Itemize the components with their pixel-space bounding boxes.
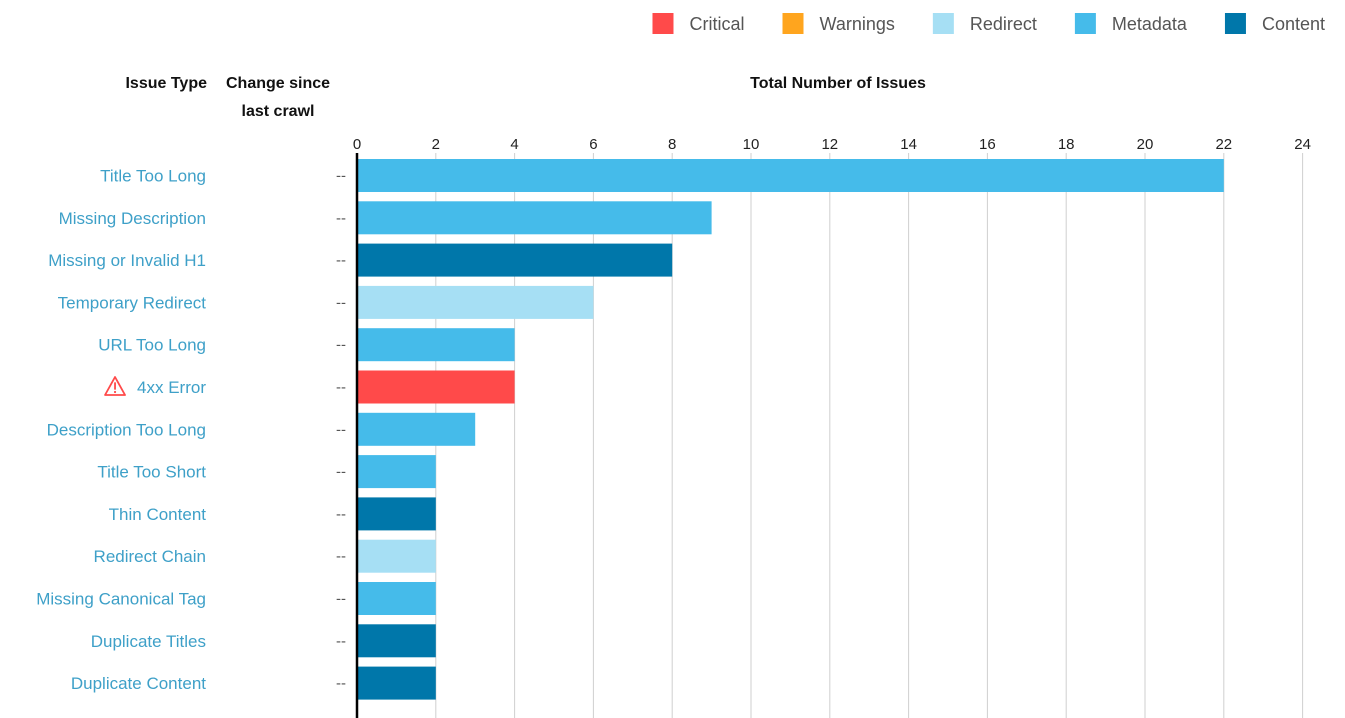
change-value: -- — [336, 421, 346, 438]
issue-label-missing-canonical-tag[interactable]: Missing Canonical Tag — [36, 590, 206, 609]
issue-label-4xx-error[interactable]: 4xx Error — [137, 378, 206, 397]
bar-redirect-chain[interactable] — [357, 539, 436, 573]
legend: Critical Warnings Redirect Metadata Content — [652, 13, 1325, 34]
bar-description-too-long[interactable] — [357, 412, 476, 446]
legend-swatch-metadata[interactable] — [1074, 13, 1096, 34]
x-tick-label: 16 — [979, 136, 996, 153]
change-value: -- — [336, 252, 346, 269]
change-value: -- — [336, 294, 346, 311]
bar-missing-canonical-tag[interactable] — [357, 582, 436, 615]
bar-title-too-short[interactable] — [357, 455, 436, 489]
change-value: -- — [336, 506, 346, 523]
warning-icon — [104, 376, 126, 396]
legend-swatch-content[interactable] — [1224, 13, 1246, 34]
bar-thin-content[interactable] — [357, 497, 436, 531]
issue-label-missing-description[interactable]: Missing Description — [59, 209, 206, 228]
bar-duplicate-titles[interactable] — [357, 624, 436, 658]
change-value: -- — [336, 337, 346, 354]
bar-missing-or-invalid-h1[interactable] — [357, 243, 673, 277]
bar-temporary-redirect[interactable] — [357, 285, 594, 319]
legend-label-metadata[interactable]: Metadata — [1112, 14, 1188, 34]
legend-label-redirect[interactable]: Redirect — [970, 14, 1037, 34]
issue-label-description-too-long[interactable]: Description Too Long — [47, 420, 206, 439]
x-tick-label: 8 — [668, 136, 676, 153]
issue-label-redirect-chain[interactable]: Redirect Chain — [94, 547, 206, 566]
legend-label-critical[interactable]: Critical — [689, 14, 744, 34]
x-tick-label: 14 — [900, 136, 917, 153]
bar-title-too-long[interactable] — [357, 159, 1224, 192]
change-values: -- -- -- -- -- -- -- -- -- -- -- -- -- — [336, 168, 346, 693]
bars — [357, 159, 1224, 700]
legend-label-warnings[interactable]: Warnings — [820, 14, 895, 34]
change-value: -- — [336, 675, 346, 692]
gridlines — [435, 153, 1304, 718]
x-axis-ticks: 0 2 4 6 8 10 12 14 16 18 20 22 24 — [353, 136, 1311, 153]
bar-url-too-long[interactable] — [357, 328, 515, 362]
x-tick-label: 20 — [1137, 136, 1154, 153]
x-tick-label: 0 — [353, 136, 361, 153]
issue-label-missing-or-invalid-h1[interactable]: Missing or Invalid H1 — [48, 251, 206, 270]
issue-label-duplicate-content[interactable]: Duplicate Content — [71, 674, 206, 693]
x-tick-label: 10 — [743, 136, 760, 153]
issue-label-temporary-redirect[interactable]: Temporary Redirect — [58, 293, 207, 312]
change-value: -- — [336, 633, 346, 650]
issue-label-url-too-long[interactable]: URL Too Long — [98, 336, 206, 355]
change-value: -- — [336, 168, 346, 185]
issue-label-duplicate-titles[interactable]: Duplicate Titles — [91, 632, 206, 651]
x-tick-label: 2 — [432, 136, 440, 153]
legend-label-content[interactable]: Content — [1262, 14, 1325, 34]
issue-label-thin-content[interactable]: Thin Content — [109, 505, 207, 524]
x-tick-label: 6 — [589, 136, 597, 153]
change-header-line1: Change since — [226, 75, 330, 92]
change-value: -- — [336, 379, 346, 396]
legend-swatch-redirect[interactable] — [932, 13, 954, 34]
change-header-line2: last crawl — [242, 103, 315, 120]
issue-type-header: Issue Type — [125, 75, 207, 92]
legend-swatch-warnings[interactable] — [782, 13, 804, 34]
change-value: -- — [336, 464, 346, 481]
x-tick-label: 24 — [1294, 136, 1311, 153]
issue-label-title-too-long[interactable]: Title Too Long — [100, 167, 206, 186]
x-tick-label: 4 — [510, 136, 518, 153]
x-tick-label: 22 — [1215, 136, 1232, 153]
bar-4xx-error[interactable] — [357, 370, 515, 404]
bar-missing-description[interactable] — [357, 201, 712, 235]
bar-duplicate-content[interactable] — [357, 666, 436, 700]
change-value: -- — [336, 591, 346, 608]
change-value: -- — [336, 548, 346, 565]
total-issues-header: Total Number of Issues — [750, 75, 926, 92]
x-tick-label: 12 — [821, 136, 838, 153]
legend-swatch-critical[interactable] — [652, 13, 674, 34]
issue-label-title-too-short[interactable]: Title Too Short — [97, 463, 206, 482]
x-tick-label: 18 — [1058, 136, 1075, 153]
issue-labels: Title Too Long Missing Description Missing… — [36, 167, 206, 694]
change-value: -- — [336, 210, 346, 227]
